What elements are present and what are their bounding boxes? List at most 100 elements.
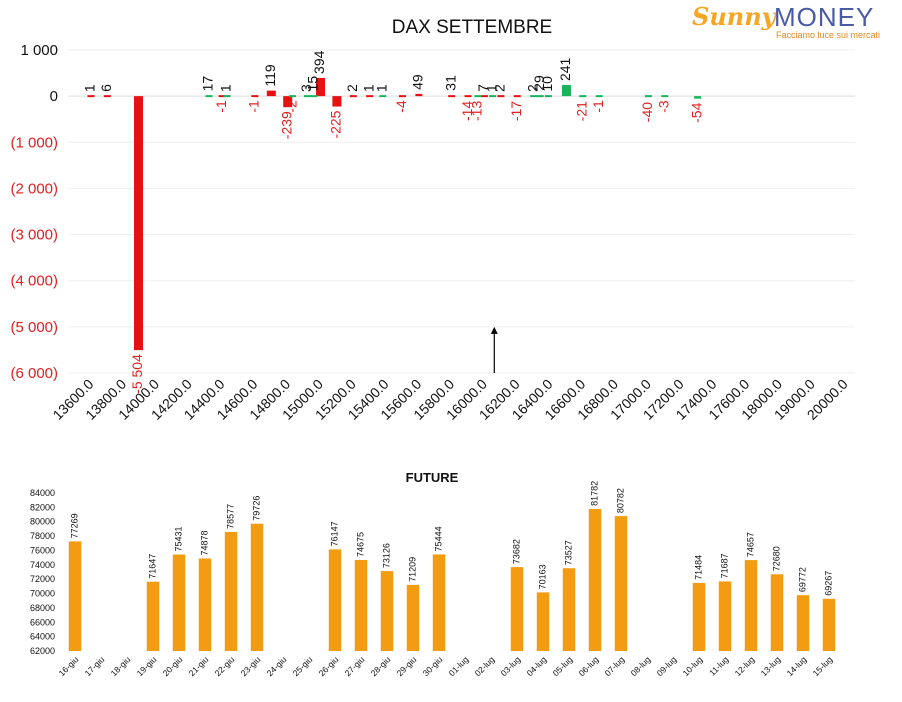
chart1-data-label: -5 504 [129, 354, 145, 394]
chart2-bar [432, 554, 446, 651]
chart1-data-label: -1 [590, 100, 606, 113]
chart1-bar [379, 95, 387, 98]
chart1-data-label: 1 [360, 84, 376, 92]
chart2-bar [172, 554, 186, 651]
chart2-x-tick-label: 03-lug [499, 654, 523, 678]
chart1-data-label: 2 [492, 84, 508, 92]
chart2-y-tick-label: 66000 [30, 617, 55, 627]
chart1-bar [266, 90, 276, 97]
chart2-data-label: 70163 [537, 564, 547, 589]
chart1-bar [595, 95, 603, 98]
chart2-data-label: 79726 [251, 496, 261, 521]
chart2-y-tick-label: 70000 [30, 589, 55, 599]
chart1-data-label: -1 [246, 100, 262, 113]
chart2-bar [250, 523, 264, 651]
chart1-data-label: 3 [298, 84, 314, 92]
chart2-bar [328, 549, 342, 651]
chart1-y-tick-label: (6 000) [10, 365, 58, 382]
chart2-bar [588, 508, 602, 651]
chart1-bar [303, 95, 311, 98]
chart2-y-tick-label: 62000 [30, 646, 55, 656]
chart1-data-label: 2 [524, 84, 540, 92]
chart2-x-tick-label: 19-giu [135, 654, 159, 678]
chart2-x-tick-label: 29-giu [395, 654, 419, 678]
chart2-data-label: 74878 [199, 530, 209, 555]
chart2-x-tick-label: 11-lug [707, 654, 731, 678]
chart2-bar [536, 592, 550, 651]
chart2-x-tick-label: 01-lug [447, 654, 471, 678]
chart2-data-label: 71647 [147, 554, 157, 579]
chart1-y-tick-label: (3 000) [10, 227, 58, 244]
chart2-bar [796, 595, 810, 651]
chart2-bar [146, 581, 160, 651]
chart2-data-label: 73682 [511, 539, 521, 564]
chart2-bar [770, 574, 784, 651]
chart2-x-tick-label: 16-giu [57, 654, 81, 678]
chart2-x-tick-label: 14-lug [785, 654, 809, 678]
chart2-bar [744, 560, 758, 651]
chart2-bar [822, 598, 836, 651]
chart2-x-tick-label: 07-lug [603, 654, 627, 678]
chart1-data-label: 241 [557, 57, 573, 81]
chart2-x-tick-label: 23-giu [239, 654, 263, 678]
chart1-data-label: 49 [410, 74, 426, 90]
chart2-data-label: 73527 [563, 540, 573, 565]
chart1-bar [398, 95, 406, 98]
chart1-bar [464, 95, 472, 98]
chart1-bar [134, 96, 144, 351]
chart1-bar [661, 95, 669, 98]
chart2-data-label: 75444 [433, 526, 443, 551]
chart1-bar [349, 95, 357, 98]
chart2-x-tick-label: 05-lug [551, 654, 575, 678]
chart2-data-label: 71687 [719, 553, 729, 578]
chart2-data-label: 75431 [173, 527, 183, 552]
chart1-data-label: -40 [639, 102, 655, 122]
chart1-bar [205, 95, 213, 98]
chart2-data-label: 80782 [615, 488, 625, 513]
chart1-data-label: 119 [262, 64, 278, 87]
chart1-bar [218, 95, 226, 98]
chart2-y-tick-label: 74000 [30, 560, 55, 570]
chart1-arrow-head [490, 326, 498, 334]
chart1-data-label: 394 [311, 50, 327, 74]
logo-tagline: Facciamo luce sui mercati [776, 30, 881, 40]
chart2-x-tick-label: 20-giu [161, 654, 185, 678]
chart2-x-tick-label: 21-giu [187, 654, 211, 678]
chart1-data-label: 31 [442, 75, 458, 91]
chart1-bar [480, 95, 488, 98]
sunny-money-logo: Sunny MONEY Facciamo luce sui mercati [690, 2, 900, 42]
logo-sunny-text: Sunny [692, 2, 776, 31]
chart2-data-label: 76147 [329, 521, 339, 546]
chart1-y-tick-label: (5 000) [10, 319, 58, 336]
chart2-data-label: 71484 [693, 555, 703, 580]
chart1-bar [310, 95, 318, 98]
chart2-x-tick-label: 17-giu [83, 654, 107, 678]
chart2-x-tick-label: 24-giu [265, 654, 289, 678]
chart1-bar [87, 95, 95, 98]
chart2-x-tick-label: 27-giu [343, 654, 367, 678]
chart2-y-axis: 84000 82000 80000 78000 76000 74000 72000 70000… [30, 488, 55, 656]
chart1-bar [283, 96, 293, 108]
dax-settembre-chart: DAX SETTEMBRE 1 000 0 (1 000) (2 000) (3 000… [10, 17, 855, 423]
chart1-bar [644, 95, 652, 98]
chart2-bar [718, 581, 732, 651]
chart2-bar [380, 571, 394, 651]
chart2-data-label: 73126 [381, 543, 391, 568]
chart2-x-axis: 16-giu 17-giu 18-giu 19-giu 20-giu 21-giu 22-g… [57, 654, 835, 678]
chart1-data-label: 6 [98, 84, 114, 92]
chart1-bar [103, 95, 111, 98]
chart1-data-label: -239 [278, 111, 294, 139]
chart2-bar [406, 584, 420, 651]
chart2-y-tick-label: 84000 [30, 488, 55, 498]
chart2-y-tick-label: 64000 [30, 632, 55, 642]
chart1-bar [474, 95, 482, 98]
chart2-x-tick-label: 13-lug [759, 654, 783, 678]
chart2-bars [68, 508, 836, 651]
chart1-bar [251, 95, 259, 98]
chart1-bar [497, 95, 505, 98]
chart1-data-label: 29 [531, 75, 547, 91]
chart2-y-tick-label: 82000 [30, 502, 55, 512]
chart2-data-label: 69267 [823, 571, 833, 596]
chart2-y-tick-label: 80000 [30, 517, 55, 527]
